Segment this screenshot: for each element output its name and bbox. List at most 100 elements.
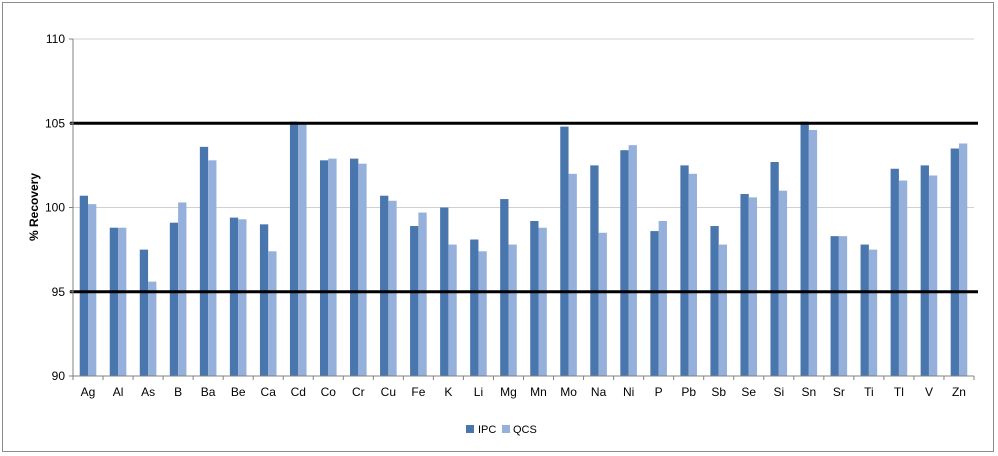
x-tick-label: Fe [411,385,425,399]
x-tick-label: Al [113,385,124,399]
y-axis-title: % Recovery [27,173,41,241]
bar-ipc-na [590,165,599,377]
x-tick-label: Cd [291,385,306,399]
bars [79,121,968,377]
bar-ipc-cd [289,121,299,376]
x-tick-label: Ag [81,385,96,399]
bar-ipc-cr [350,158,359,376]
bar-qcs-al [118,227,127,376]
bar-ipc-se [740,194,749,376]
bar-ipc-mn [530,220,539,376]
bar-ipc-ag [79,195,89,376]
bar-qcs-ag [88,204,97,376]
y-tick-label: 110 [46,32,65,46]
bar-qcs-ti [868,249,878,377]
y-tick-label: 105 [45,116,65,130]
bar-ipc-pb [680,165,689,377]
x-tick-label: Zn [952,385,966,399]
legend-label-qcs: QCS [513,424,537,436]
bar-ipc-ba [199,146,209,376]
x-tick-label: Ni [623,385,634,399]
bar-qcs-sn [808,129,818,376]
bar-qcs-na [598,232,607,376]
x-tick-label: Cu [381,385,396,399]
bar-ipc-mo [560,126,569,377]
bar-ipc-zn [950,148,959,376]
bar-ipc-p [650,231,659,376]
bar-qcs-b [178,202,187,376]
x-tick-label: Co [321,385,337,399]
x-tick-label: Mo [560,385,577,399]
axes: 90 95 100 105 110 Ag Al As B Ba Be Ca Cd Co Cr Cu Fe K Li M… [45,32,975,399]
bar-qcs-fe [418,212,427,376]
bar-qcs-pb [688,173,697,376]
bar-ipc-fe [410,226,419,376]
x-tick-label: Tl [894,385,904,399]
x-tick-label: Ti [864,385,874,399]
x-tick-label: P [655,385,663,399]
x-tick-label: Be [231,385,246,399]
x-tick-label: Pb [681,385,696,399]
bar-ipc-co [319,160,329,376]
bar-qcs-ca [268,251,277,376]
bar-ipc-mg [500,199,509,376]
bar-ipc-li [470,239,479,376]
legend-label-ipc: IPC [478,424,496,436]
bar-qcs-mo [568,173,577,376]
x-tick-label: Sn [801,385,816,399]
y-tick-label: 95 [52,285,66,299]
bar-ipc-ni [620,150,629,376]
bar-qcs-cd [298,123,307,376]
x-tick-label: Ba [201,385,216,399]
bar-ipc-sn [800,121,809,376]
bar-qcs-be [238,219,247,376]
x-tick-label: Cr [352,385,365,399]
bar-qcs-li [478,251,487,376]
x-tick-label: As [141,385,155,399]
bar-qcs-ni [628,145,637,376]
bar-ipc-ca [259,224,269,376]
x-tick-label: Li [474,385,483,399]
bar-ipc-be [229,217,239,376]
bar-qcs-k [448,244,457,376]
legend-swatch-qcs [502,425,510,433]
bar-qcs-cu [388,200,397,376]
bar-qcs-co [328,158,337,376]
bar-ipc-as [139,249,149,377]
x-tick-label: Ca [261,385,277,399]
bar-qcs-sr [838,236,848,376]
x-tick-label: V [925,385,933,399]
bar-ipc-sr [830,236,839,376]
bar-qcs-ba [208,160,217,376]
bar-ipc-b [169,222,179,376]
bar-ipc-sb [710,226,719,376]
bar-ipc-si [770,162,779,376]
bar-ipc-al [109,227,119,376]
bar-qcs-sb [718,244,728,376]
bar-qcs-zn [958,143,968,376]
bar-qcs-si [778,190,788,376]
bar-ipc-v [920,165,929,377]
bar-qcs-tl [898,180,908,376]
x-tick-label: Mn [530,385,547,399]
x-tick-label: Se [741,385,756,399]
x-tick-label: Si [773,385,784,399]
bar-qcs-cr [358,163,367,376]
bar-qcs-p [658,220,667,376]
x-tick-label: B [174,385,182,399]
bar-ipc-cu [380,195,389,376]
bar-ipc-tl [890,168,899,376]
x-tick-label: Sb [711,385,726,399]
bar-qcs-mn [538,227,547,376]
x-tick-label: Na [591,385,607,399]
bar-qcs-as [148,281,157,376]
x-tick-label: K [444,385,452,399]
y-tick-label: 90 [52,369,66,383]
x-tick-label: Mg [500,385,517,399]
bar-qcs-mg [508,244,517,376]
x-tick-label: Sr [833,385,845,399]
legend-swatch-ipc [466,425,474,433]
y-tick-label: 100 [45,201,65,215]
